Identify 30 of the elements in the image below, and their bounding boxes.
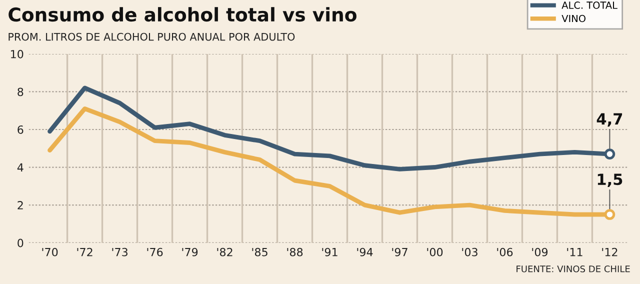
x-tick-label: '06 xyxy=(497,248,513,256)
y-tick-label: 8 xyxy=(18,88,24,96)
data-label: 4,7 xyxy=(596,113,622,127)
x-tick-label: '73 xyxy=(112,248,128,256)
chart-subtitle: PROM. LITROS DE ALCOHOL PURO ANUAL POR ADULTO xyxy=(8,32,295,41)
x-tick-label: '94 xyxy=(357,248,373,256)
x-tick-label: '76 xyxy=(147,248,163,256)
y-tick-label: 0 xyxy=(18,238,24,248)
x-tick-label: '97 xyxy=(392,248,408,256)
x-tick-label: '72 xyxy=(77,248,92,256)
x-tick-label: '88 xyxy=(287,248,303,256)
y-tick-label: 2 xyxy=(18,201,23,210)
y-tick-label: 6 xyxy=(18,125,24,134)
y-tick-label: 10 xyxy=(11,50,24,58)
x-tick-label: '12 xyxy=(602,248,618,256)
x-tick-label: '03 xyxy=(462,248,478,256)
x-tick-label: '85 xyxy=(252,248,268,256)
x-tick-label: '11 xyxy=(567,248,582,256)
source-note: FUENTE: VINOS DE CHILE xyxy=(516,265,630,272)
legend-label: ALC. TOTAL xyxy=(562,2,618,9)
x-tick-label: '00 xyxy=(427,248,443,256)
data-label: 1,5 xyxy=(598,174,622,188)
y-tick-label: 4 xyxy=(17,163,24,172)
x-tick-label: '91 xyxy=(322,248,338,256)
x-tick-label: '82 xyxy=(217,248,232,256)
chart-title: Consumo de alcohol total vs vino xyxy=(8,7,356,22)
x-tick-label: '09 xyxy=(532,248,548,256)
x-tick-label: '79 xyxy=(182,248,198,256)
legend-label: VINO xyxy=(562,14,586,22)
x-tick-label: '70 xyxy=(42,248,58,256)
